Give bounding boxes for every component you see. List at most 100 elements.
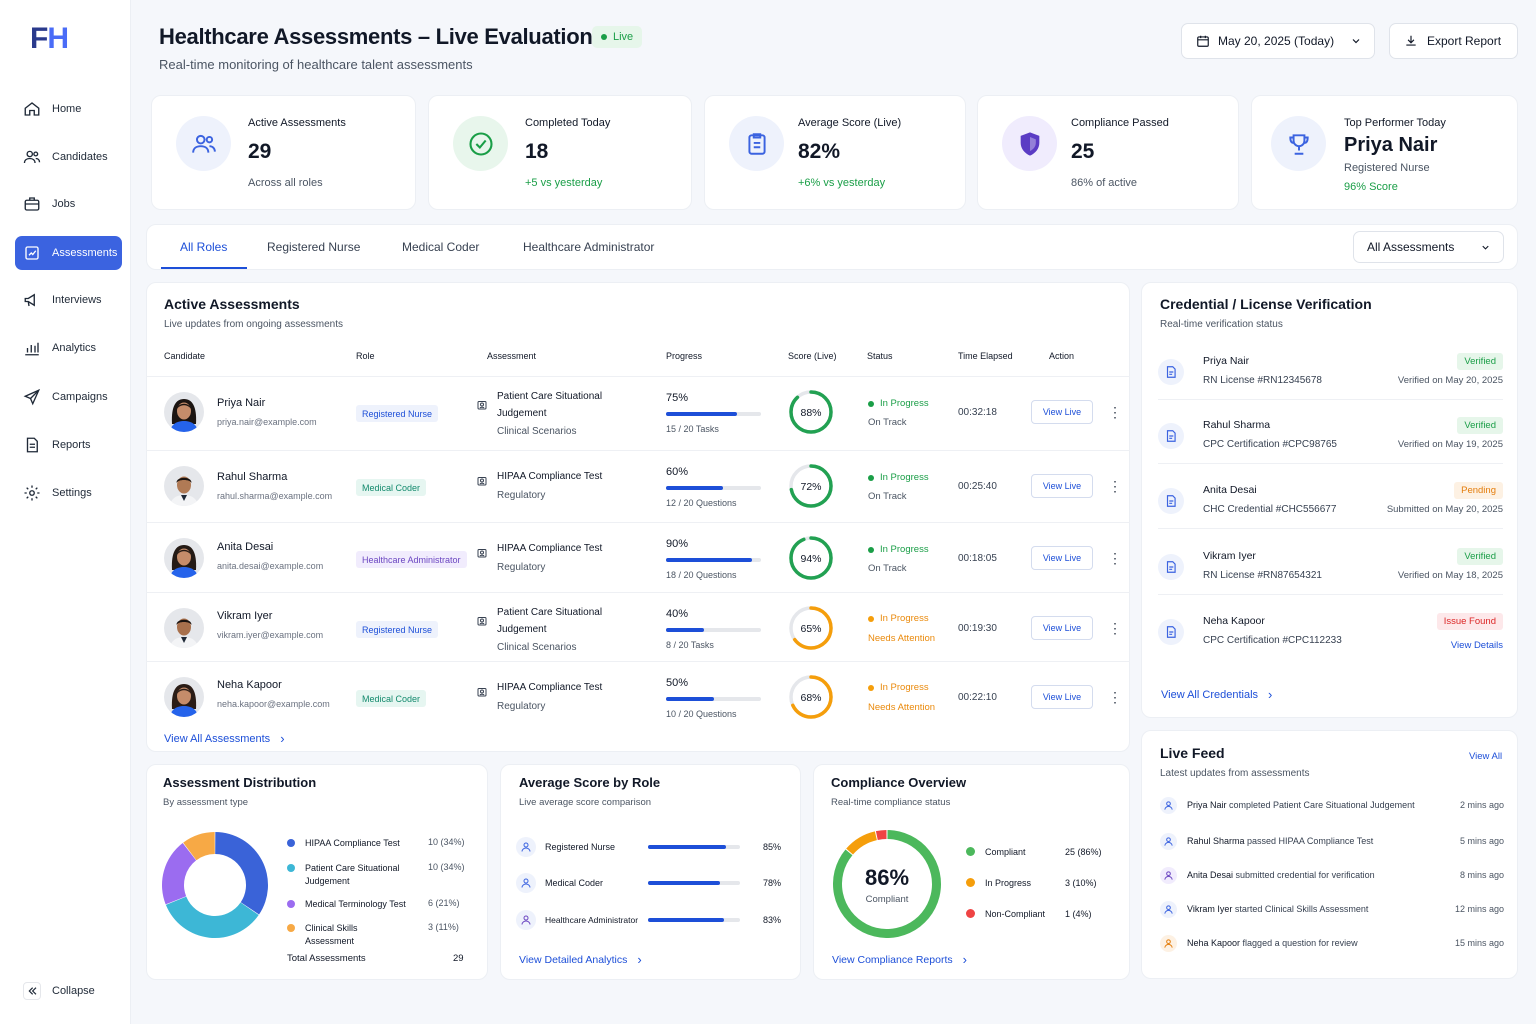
status-dot-icon: [868, 546, 874, 553]
view-details-link[interactable]: View Details: [1450, 640, 1503, 651]
feed-user[interactable]: Anita Desai: [1187, 870, 1234, 880]
view-live-button[interactable]: View Live: [1031, 474, 1093, 498]
feed-user[interactable]: Vikram Iyer: [1187, 904, 1233, 914]
more-options-icon[interactable]: ⋮: [1108, 620, 1122, 636]
date-picker[interactable]: May 20, 2025 (Today): [1181, 23, 1375, 59]
assessment-name: HIPAA Compliance Test: [497, 543, 603, 554]
user-icon: [1160, 866, 1177, 884]
more-options-icon[interactable]: ⋮: [1108, 404, 1122, 420]
sidebar-item-settings[interactable]: Settings: [15, 476, 122, 510]
assessment-category: Regulatory: [497, 701, 546, 712]
document-icon: [1158, 359, 1184, 385]
stat-card-completed: Completed Today 18 +5 vs yesterday: [428, 95, 692, 210]
distribution-donut-chart: [162, 832, 268, 938]
donut-slice-medical-terminology-test: [162, 843, 197, 905]
feed-action: flagged a question for review: [1240, 938, 1358, 948]
score-value: 88%: [800, 407, 821, 419]
credential-name: Priya Nair: [1203, 355, 1250, 367]
legend-value: 25 (86%): [1065, 847, 1102, 857]
role-score-bar: [648, 881, 740, 885]
shield-icon: [1002, 116, 1057, 171]
person-badge-icon: [476, 399, 488, 411]
score-ring: 88%: [789, 390, 833, 434]
shield-check-icon: [476, 547, 488, 559]
chevron-right-icon: ›: [637, 952, 642, 967]
view-compliance-reports-link[interactable]: View Compliance Reports ›: [832, 952, 967, 967]
app-logo[interactable]: FH: [30, 22, 69, 55]
feed-user[interactable]: Priya Nair: [1187, 800, 1227, 810]
tabs-bar: [146, 224, 1518, 270]
legend-value: 10 (34%): [428, 837, 465, 847]
score-value: 65%: [800, 623, 821, 635]
status-sub: On Track: [868, 491, 907, 502]
user-icon: [516, 873, 536, 893]
document-icon: [1158, 423, 1184, 449]
sidebar-item-home[interactable]: Home: [15, 92, 122, 126]
live-feed-panel: [1141, 730, 1518, 979]
legend-item: Non-Compliant: [966, 909, 1045, 919]
view-all-credentials-link[interactable]: View All Credentials ›: [1161, 687, 1273, 702]
document-icon: [1158, 554, 1184, 580]
candidate-name[interactable]: Priya Nair: [217, 397, 266, 409]
role-badge: Medical Coder: [356, 479, 427, 496]
role-score-bar: [648, 845, 740, 849]
divider: [1158, 463, 1503, 464]
live-feed-view-all-link[interactable]: View All: [1469, 751, 1503, 762]
gear-icon: [24, 485, 40, 501]
status-label: In Progress: [868, 682, 929, 693]
sidebar-item-analytics[interactable]: Analytics: [15, 331, 122, 365]
tab-all-roles[interactable]: All Roles: [180, 240, 228, 254]
sidebar-item-interviews[interactable]: Interviews: [15, 283, 122, 317]
candidate-name[interactable]: Vikram Iyer: [217, 610, 273, 622]
candidate-name[interactable]: Neha Kapoor: [217, 679, 282, 691]
sidebar-item-reports[interactable]: Reports: [15, 428, 122, 462]
feed-user[interactable]: Neha Kapoor: [1187, 938, 1241, 948]
user-icon: [1160, 934, 1177, 952]
legend-item: Patient Care Situational Judgement: [287, 862, 407, 888]
view-detailed-analytics-link[interactable]: View Detailed Analytics ›: [519, 952, 642, 967]
credential-license: RN License #RN12345678: [1203, 375, 1322, 386]
role-score-value: 83%: [763, 915, 782, 925]
verification-badge: Verified: [1457, 548, 1503, 565]
view-live-button[interactable]: View Live: [1031, 616, 1093, 640]
sidebar-item-campaigns[interactable]: Campaigns: [15, 380, 122, 414]
candidate-name[interactable]: Rahul Sharma: [217, 471, 288, 483]
more-options-icon[interactable]: ⋮: [1108, 478, 1122, 494]
collapse-button[interactable]: Collapse: [15, 974, 122, 1008]
credential-name: Anita Desai: [1203, 484, 1257, 496]
sidebar-item-assessments[interactable]: Assessments: [15, 236, 122, 270]
assessment-category: Regulatory: [497, 562, 546, 573]
assessment-filter-select[interactable]: All Assessments: [1353, 231, 1504, 263]
view-live-button[interactable]: View Live: [1031, 685, 1093, 709]
time-elapsed: 00:25:40: [958, 481, 997, 492]
view-live-button[interactable]: View Live: [1031, 546, 1093, 570]
stat-card-active: Active Assessments 29 Across all roles: [151, 95, 416, 210]
export-report-button[interactable]: Export Report: [1389, 23, 1518, 59]
feed-time: 12 mins ago: [1454, 904, 1504, 914]
feed-user[interactable]: Rahul Sharma: [1187, 836, 1245, 846]
view-live-button[interactable]: View Live: [1031, 400, 1093, 424]
tab-medical-coder[interactable]: Medical Coder: [402, 240, 480, 254]
stat-card-top-performer: Top Performer Today Priya Nair Registere…: [1251, 95, 1518, 210]
check-circle-icon: [453, 116, 508, 171]
legend-dot: [287, 900, 295, 908]
more-options-icon[interactable]: ⋮: [1108, 689, 1122, 705]
progress-fill: [666, 412, 738, 416]
view-all-assessments-link[interactable]: View All Assessments ›: [164, 731, 285, 746]
candidate-email: rahul.sharma@example.com: [217, 491, 333, 501]
tab-healthcare-administrator[interactable]: Healthcare Administrator: [523, 240, 655, 254]
role-name: Healthcare Administrator: [545, 915, 639, 925]
more-options-icon[interactable]: ⋮: [1108, 550, 1122, 566]
sidebar-item-jobs[interactable]: Jobs: [15, 187, 122, 221]
status-dot-icon: [868, 474, 874, 481]
score-ring: 94%: [789, 536, 833, 580]
feed-action: completed Patient Care Situational Judge…: [1226, 800, 1415, 810]
role-name: Medical Coder: [545, 878, 604, 888]
legend-dot: [966, 878, 975, 887]
tab-registered-nurse[interactable]: Registered Nurse: [267, 240, 361, 254]
compliance-percent: 86%: [864, 865, 910, 890]
role-score-row: Medical Coder 78%: [516, 872, 781, 894]
assessment-distribution-panel: [146, 764, 488, 980]
candidate-name[interactable]: Anita Desai: [217, 541, 274, 553]
sidebar-item-candidates[interactable]: Candidates: [15, 140, 122, 174]
